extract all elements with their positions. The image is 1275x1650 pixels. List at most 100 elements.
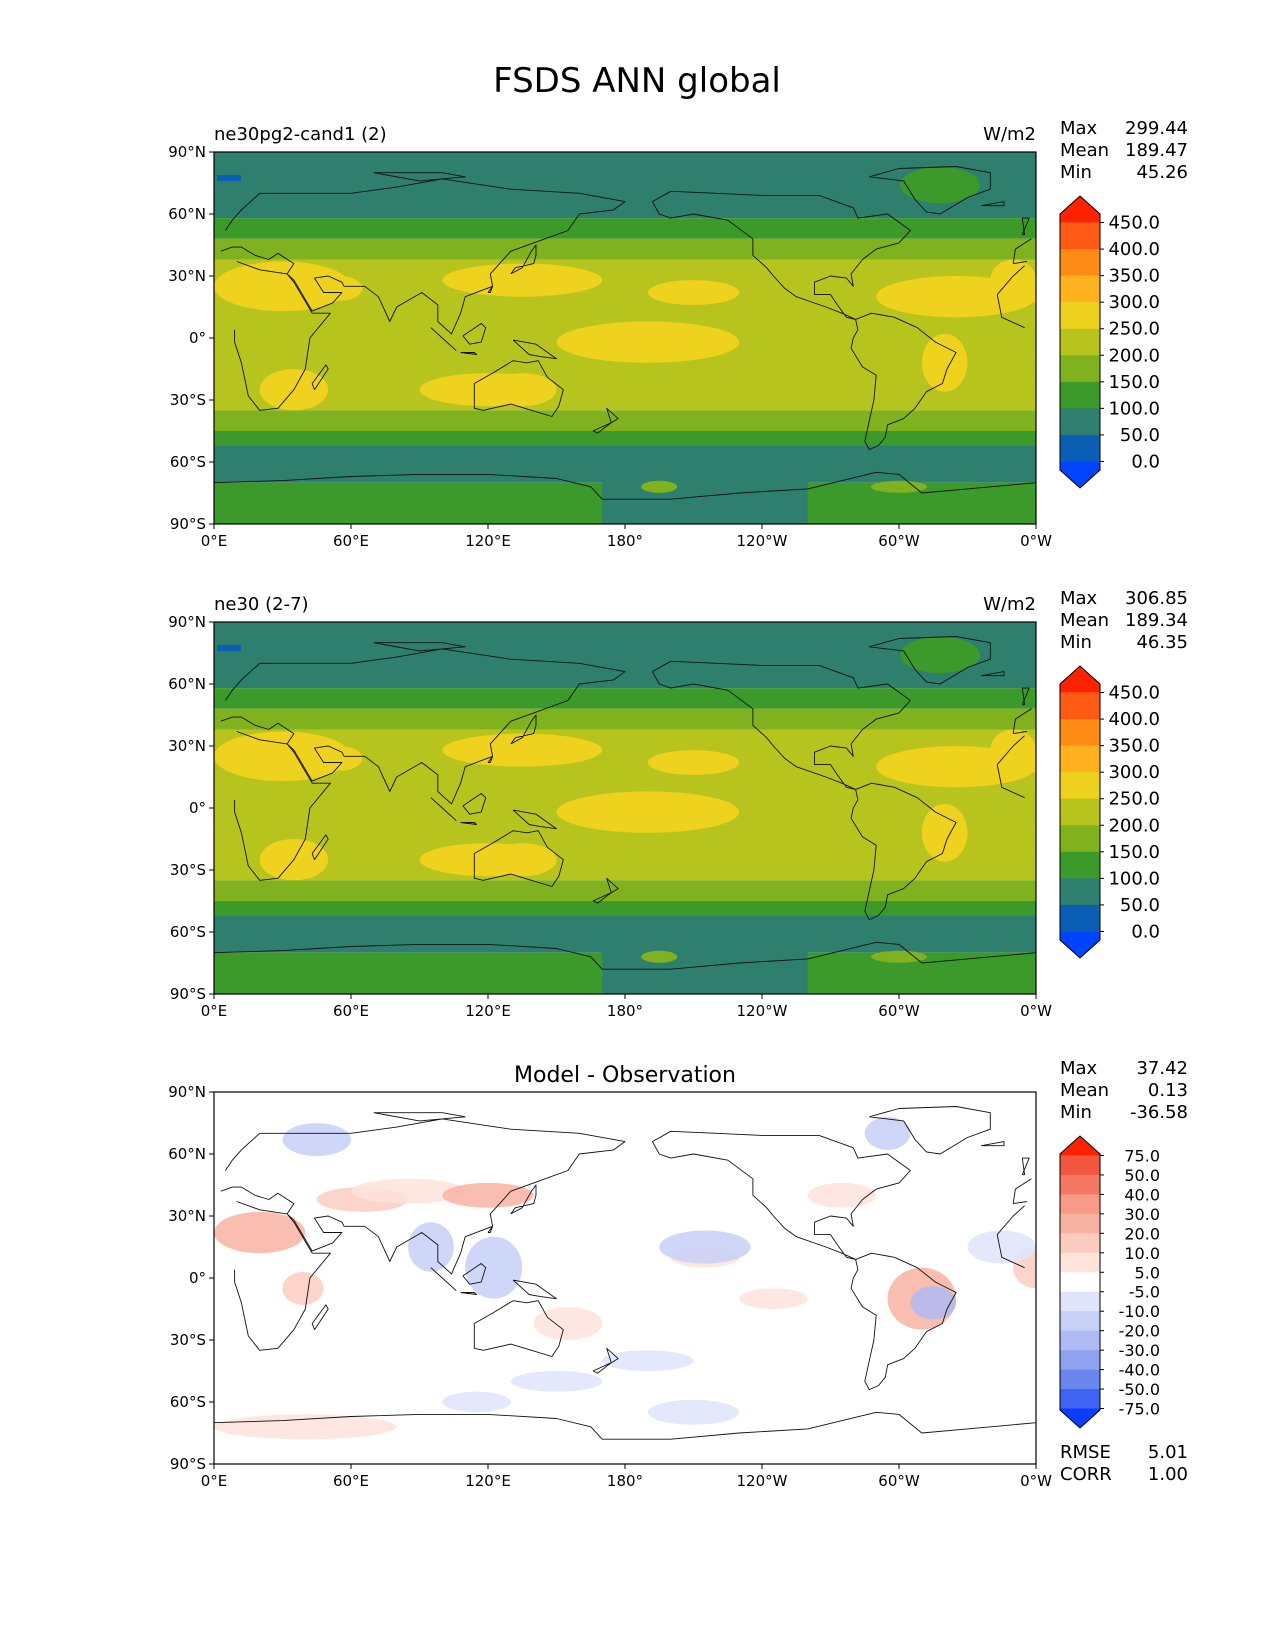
colorbar-label: 10.0 [1124, 1244, 1160, 1263]
colorbar-label: 50.0 [1120, 895, 1160, 916]
anomaly-negative [408, 1222, 454, 1272]
stat-label: Max [1060, 118, 1098, 139]
colorbar-segment [1060, 904, 1100, 932]
field-region [900, 167, 981, 204]
colorbar-segment [1060, 381, 1100, 409]
colorbar-segment [1060, 1311, 1100, 1332]
colorbar-label: 250.0 [1108, 319, 1160, 340]
anomaly-negative [442, 1391, 511, 1413]
lat-tick-label: 60°N [168, 675, 206, 693]
field-region [900, 637, 981, 674]
colorbar-extend-top [1060, 666, 1100, 693]
lat-tick-label: 60°N [168, 205, 206, 223]
field-region [602, 932, 808, 994]
panel-model: 0°E 60°E 120°E 180° 120°W 60°W 0°W 90°N 60°N 30°N… [168, 118, 1188, 550]
colorbar-segment [1060, 825, 1100, 853]
colorbar-label: 50.0 [1120, 425, 1160, 446]
field-region [1024, 281, 1036, 304]
colorbar-label: -20.0 [1119, 1322, 1160, 1341]
anomaly-positive [807, 1182, 877, 1208]
lat-tick-label: 60°S [170, 923, 206, 941]
colorbar-label: 350.0 [1108, 266, 1160, 287]
panel-title: ne30pg2-cand1 (2) [214, 124, 387, 145]
anomaly-negative [647, 1399, 740, 1425]
panel-title: Model - Observation [514, 1063, 736, 1088]
stat-value: 306.85 [1125, 588, 1188, 609]
field-band [214, 238, 1036, 260]
field-band [214, 853, 1036, 881]
colorbar-segment [1060, 1369, 1100, 1390]
colorbar-label: -75.0 [1119, 1400, 1160, 1419]
field-region [647, 280, 740, 305]
colorbar-label: 5.0 [1135, 1263, 1160, 1282]
lon-tick-label: 60°W [878, 532, 920, 550]
field-region [316, 276, 363, 301]
colorbar-extend-bottom [1060, 1408, 1100, 1428]
lat-tick-label: 90°N [168, 143, 206, 161]
colorbar-segment [1060, 1174, 1100, 1195]
colorbar-label: 100.0 [1108, 398, 1160, 419]
lon-tick-label: 120°W [737, 532, 788, 550]
anomaly-positive [739, 1288, 808, 1309]
field-region [316, 746, 363, 771]
anomaly-negative [659, 1230, 751, 1264]
stat-value: 0.13 [1148, 1080, 1188, 1101]
colorbar-segment [1060, 1330, 1100, 1351]
field-band [214, 383, 1036, 411]
colorbar-label: -10.0 [1119, 1302, 1160, 1321]
colorbar-segment [1060, 1194, 1100, 1215]
coastline [214, 1106, 1036, 1440]
field-region [921, 333, 968, 392]
colorbar-label: 300.0 [1108, 292, 1160, 313]
lon-tick-label: 60°E [333, 1472, 369, 1490]
colorbar-segment [1060, 1350, 1100, 1371]
rmse-label: RMSE [1060, 1442, 1111, 1463]
panel-title: ne30 (2-7) [214, 594, 309, 615]
colorbar-segment [1060, 222, 1100, 250]
stat-value: 189.34 [1125, 610, 1188, 631]
colorbar-label: 200.0 [1108, 815, 1160, 836]
colorbar-segment [1060, 328, 1100, 356]
colorbar-segment [1060, 1155, 1100, 1176]
colorbar-segment [1060, 798, 1100, 826]
field-band [214, 183, 1036, 219]
stat-value: 45.26 [1136, 162, 1188, 183]
field-region [871, 480, 927, 493]
colorbar-label: 100.0 [1108, 868, 1160, 889]
anomaly-negative [465, 1236, 523, 1299]
lat-tick-label: 90°S [170, 515, 206, 533]
lon-tick-label: 0°W [1020, 1472, 1052, 1490]
stat-value: 189.47 [1125, 140, 1188, 161]
coastline [214, 636, 1036, 970]
colorbar-segment [1060, 745, 1100, 773]
colorbar-label: 250.0 [1108, 789, 1160, 810]
anomaly-positive [214, 1414, 397, 1440]
field-region [217, 175, 241, 181]
field-region [483, 375, 525, 400]
lon-tick-label: 0°E [201, 1472, 228, 1490]
field-region [990, 259, 1036, 301]
field-region [871, 950, 927, 963]
lon-tick-label: 120°E [465, 1472, 511, 1490]
rmse-value: 5.01 [1148, 1442, 1188, 1463]
field-region [641, 950, 678, 963]
corr-label: CORR [1060, 1464, 1112, 1485]
units-label: W/m2 [983, 594, 1036, 615]
field-band [214, 218, 1036, 239]
colorbar-label: 150.0 [1108, 842, 1160, 863]
colorbar-label: 450.0 [1108, 213, 1160, 234]
map-field [214, 1092, 1036, 1464]
field-region [1024, 751, 1036, 774]
anomaly-negative [510, 1371, 603, 1392]
lat-tick-label: 90°S [170, 985, 206, 1003]
field-band [214, 901, 1036, 916]
stat-label: Max [1060, 1058, 1098, 1079]
colorbar-segment [1060, 1213, 1100, 1234]
colorbar-segment [1060, 878, 1100, 906]
colorbar-label: 150.0 [1108, 372, 1160, 393]
stat-label: Min [1060, 632, 1092, 653]
colorbar-label: 75.0 [1124, 1146, 1160, 1165]
colorbar-label: -5.0 [1129, 1283, 1160, 1302]
lat-tick-label: 30°S [170, 861, 206, 879]
